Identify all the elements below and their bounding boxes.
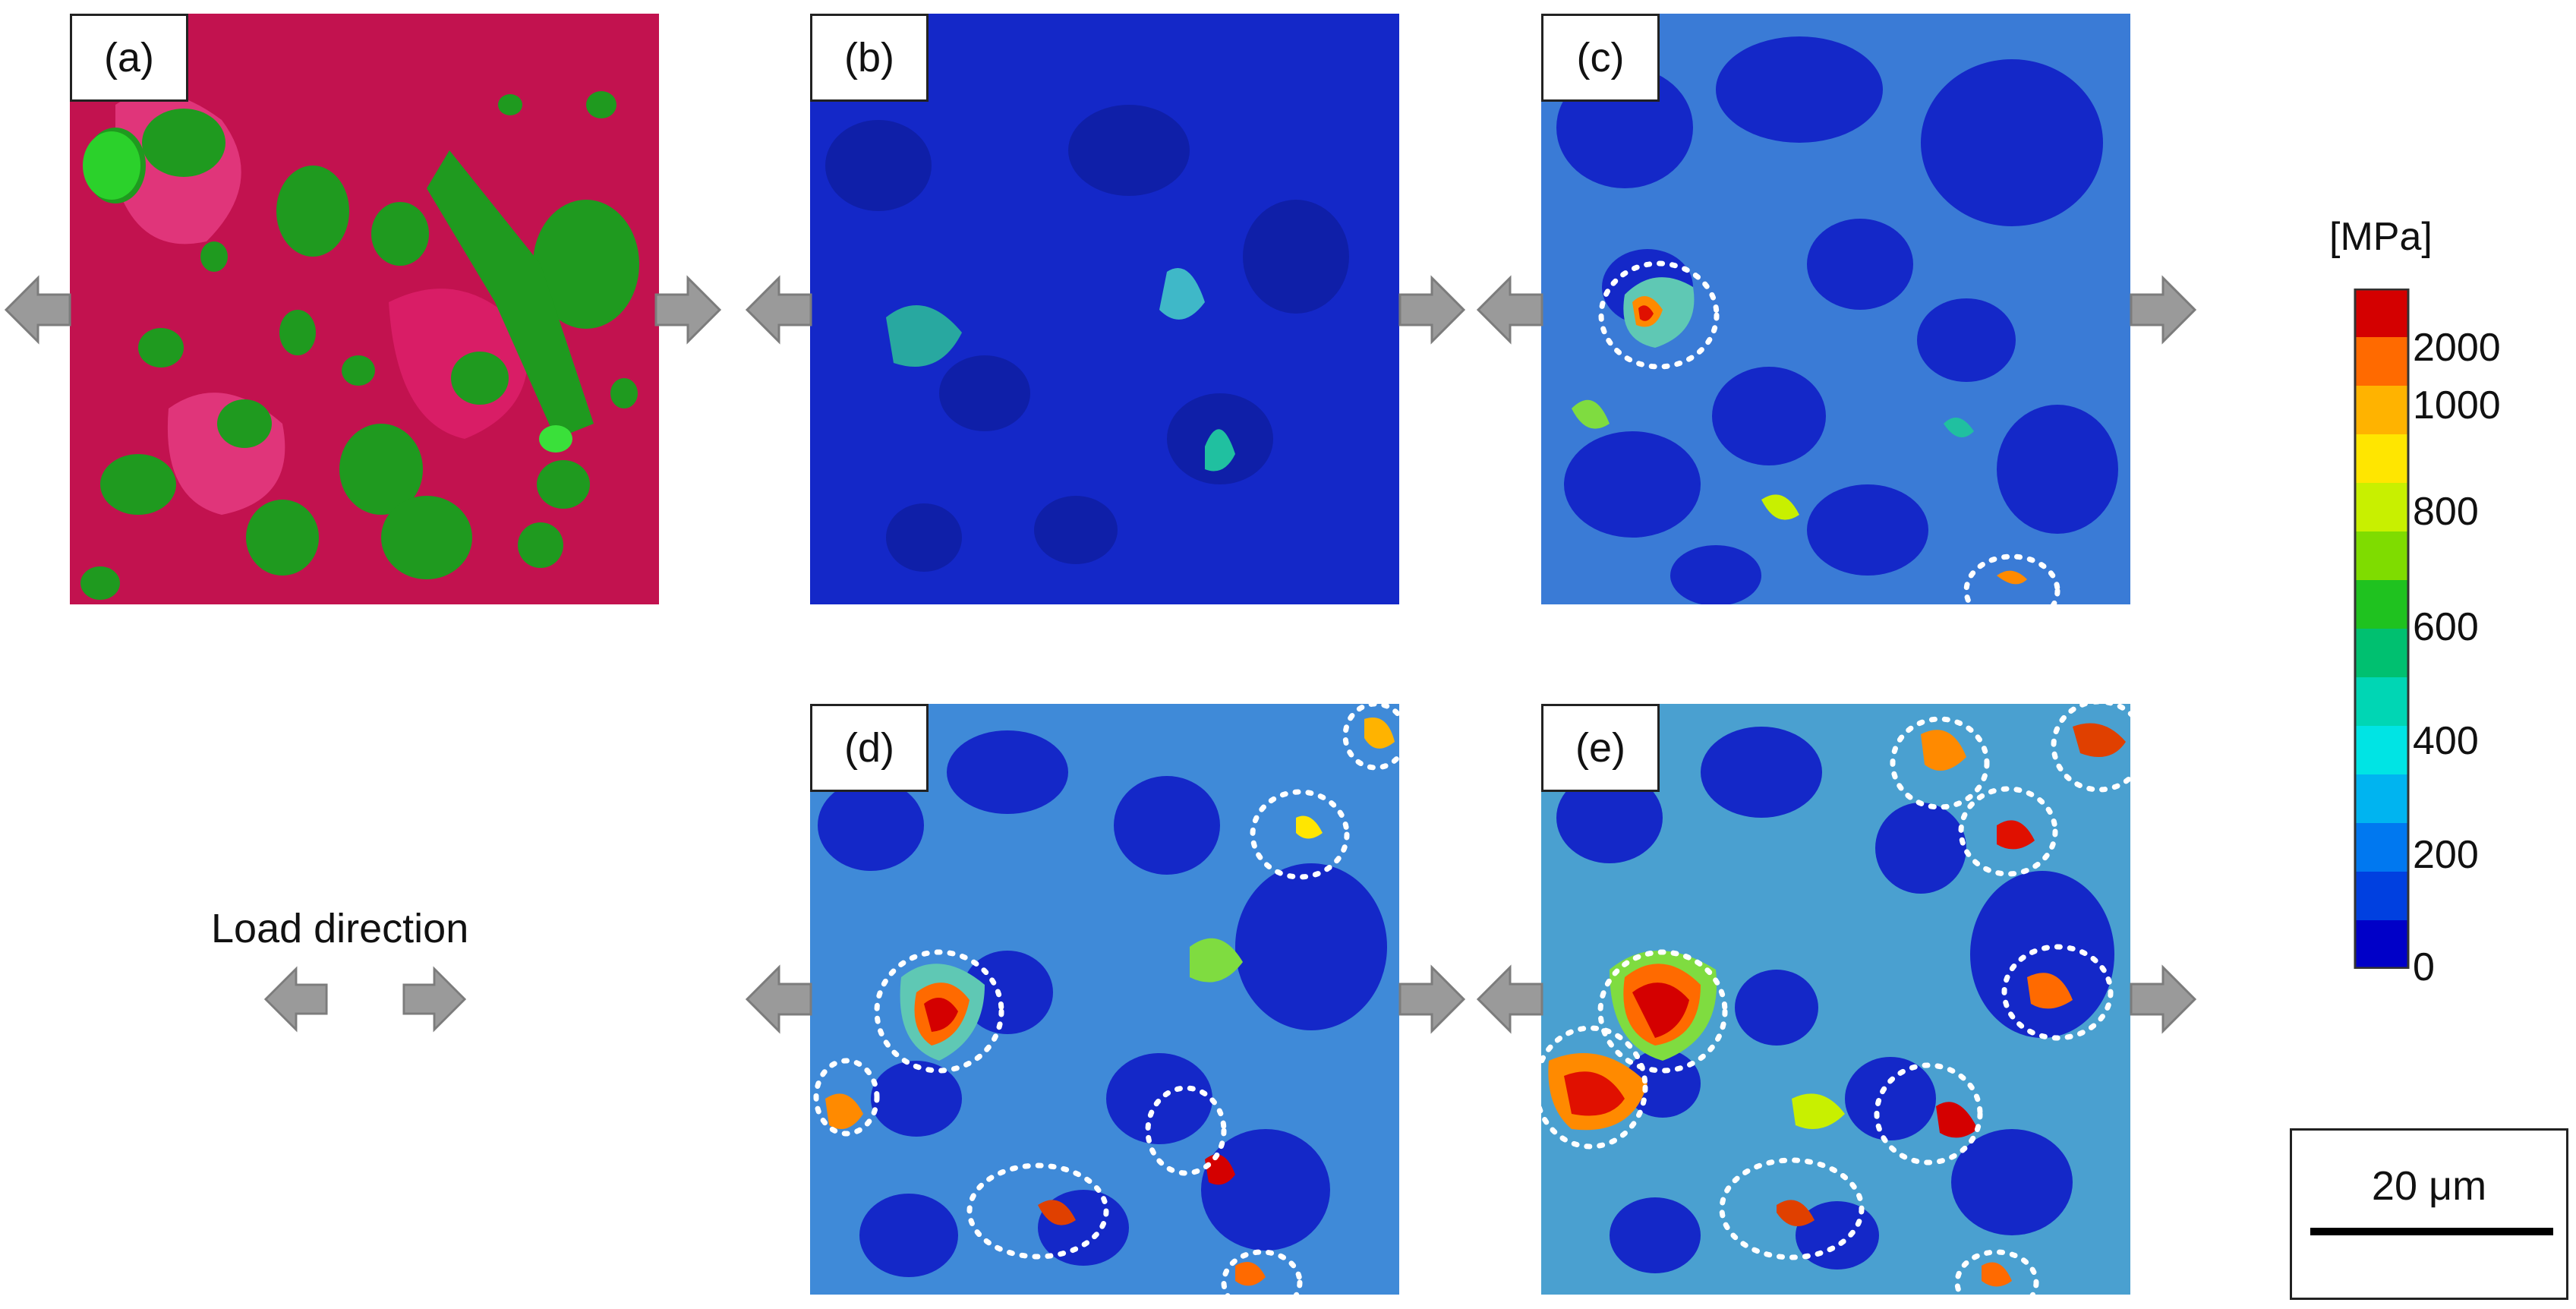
- panel-d-image: [810, 704, 1399, 1295]
- arrow-left-icon: [264, 966, 328, 1033]
- panel-a-microstructure: [70, 14, 659, 604]
- colorbar-band: [2355, 386, 2408, 435]
- arrow-left-icon: [1477, 964, 1543, 1034]
- panel-label-c: (c): [1541, 14, 1660, 102]
- arrow-right-icon: [1398, 275, 1465, 345]
- colorbar-band: [2355, 629, 2408, 678]
- colorbar-band: [2355, 289, 2408, 338]
- panel-b-image: [810, 14, 1399, 604]
- colorbar-band: [2355, 677, 2408, 727]
- colorbar-tick-label: 2000: [2413, 326, 2501, 370]
- colorbar-border: [2354, 289, 2410, 969]
- colorbar-band: [2355, 531, 2408, 581]
- colorbar-unit-label: [MPa]: [2329, 215, 2433, 259]
- arrow-left-icon: [746, 964, 812, 1034]
- arrow-right-icon: [2130, 275, 2196, 345]
- hotspot-circles-e: [1541, 704, 2130, 1295]
- colorbar-band: [2355, 337, 2408, 386]
- colorbar-band: [2355, 580, 2408, 629]
- scale-bar-box: 20 μm: [2290, 1128, 2568, 1300]
- load-direction-label: Load direction: [211, 906, 469, 951]
- arrow-right-icon: [402, 966, 466, 1033]
- colorbar-tick-label: 800: [2413, 490, 2479, 534]
- colorbar-band: [2355, 483, 2408, 532]
- colorbar-band: [2355, 823, 2408, 872]
- colorbar-tick-label: 1000: [2413, 383, 2501, 427]
- panel-d-stress-map: [810, 704, 1399, 1295]
- arrow-left-icon: [1477, 275, 1543, 345]
- panel-b-stress-map: [810, 14, 1399, 604]
- colorbar-tick-label: 200: [2413, 833, 2479, 877]
- colorbar-band: [2355, 920, 2408, 969]
- hotspot-circles-d: [813, 704, 1399, 1295]
- arrow-left-icon: [746, 275, 812, 345]
- panel-label-b: (b): [810, 14, 929, 102]
- scale-bar: [2310, 1228, 2553, 1235]
- panel-label-a: (a): [70, 14, 188, 102]
- panel-e-stress-map: [1541, 704, 2130, 1295]
- arrow-left-icon: [5, 275, 71, 345]
- panel-label-d: (d): [810, 704, 929, 792]
- colorbar: [2354, 289, 2410, 969]
- panel-label-e: (e): [1541, 704, 1660, 792]
- colorbar-band: [2355, 872, 2408, 921]
- colorbar-band: [2355, 434, 2408, 484]
- colorbar-tick-label: 400: [2413, 719, 2479, 763]
- arrow-right-icon: [2130, 964, 2196, 1034]
- colorbar-band: [2355, 774, 2408, 824]
- panel-e-image: [1541, 704, 2130, 1295]
- colorbar-tick-label: 600: [2413, 605, 2479, 649]
- colorbar-band: [2355, 726, 2408, 775]
- panel-a-image: [70, 14, 659, 604]
- colorbar-tick-label: 0: [2413, 945, 2435, 989]
- panel-c-image: [1541, 14, 2130, 604]
- arrow-right-icon: [1398, 964, 1465, 1034]
- arrow-right-icon: [654, 275, 721, 345]
- panel-c-stress-map: [1541, 14, 2130, 604]
- scale-bar-label: 20 μm: [2371, 1163, 2487, 1209]
- hotspot-circles-c: [1598, 260, 2060, 604]
